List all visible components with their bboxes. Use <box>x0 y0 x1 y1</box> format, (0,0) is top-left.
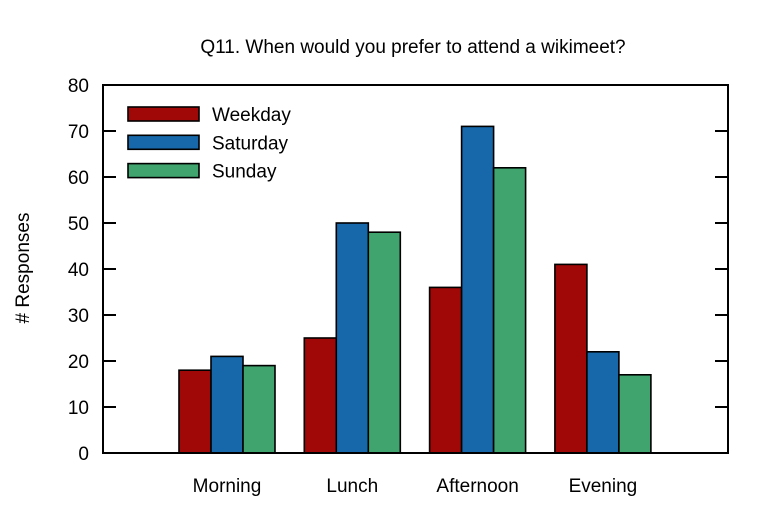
x-category-label: Morning <box>193 476 262 497</box>
bar-evening-sunday <box>618 373 652 454</box>
legend-label-sunday: Sunday <box>212 162 277 183</box>
x-category-label: Evening <box>569 476 638 497</box>
legend-swatch-saturday <box>127 134 200 151</box>
y-axis-label: # Responses <box>13 213 34 324</box>
legend-label-weekday: Weekday <box>212 105 291 126</box>
bar-lunch-sunday <box>367 231 402 454</box>
x-category-label: Lunch <box>326 476 378 497</box>
y-tick-label: 40 <box>68 260 89 281</box>
y-tick-label: 20 <box>68 352 89 373</box>
bar-morning-saturday <box>210 355 244 454</box>
bar-morning-sunday <box>242 364 276 454</box>
bar-evening-saturday <box>586 350 620 454</box>
y-tick-label: 70 <box>68 122 89 143</box>
bar-lunch-saturday <box>335 222 370 454</box>
chart-title: Q11. When would you prefer to attend a w… <box>200 37 625 58</box>
y-tick-label: 60 <box>68 168 89 189</box>
bar-afternoon-weekday <box>428 286 463 454</box>
y-tick-label: 30 <box>68 306 89 327</box>
x-category-label: Afternoon <box>436 476 518 497</box>
legend-swatch-sunday <box>127 162 200 179</box>
bar-evening-weekday <box>554 263 588 454</box>
plot-frame <box>102 84 729 454</box>
bar-morning-weekday <box>178 369 212 454</box>
bar-afternoon-saturday <box>460 125 495 454</box>
plot-area: 0 10 20 30 40 50 60 70 80 Morning Lunch Afternoon Ev… <box>68 76 729 497</box>
y-tick-label: 10 <box>68 398 89 419</box>
legend-swatch-weekday <box>127 106 200 122</box>
y-tick-label: 0 <box>78 444 89 465</box>
legend-label-saturday: Saturday <box>212 133 289 154</box>
bar-lunch-weekday <box>303 337 338 454</box>
bar-afternoon-sunday <box>492 167 527 454</box>
y-tick-label: 50 <box>68 214 89 235</box>
y-tick-label: 80 <box>68 76 89 97</box>
